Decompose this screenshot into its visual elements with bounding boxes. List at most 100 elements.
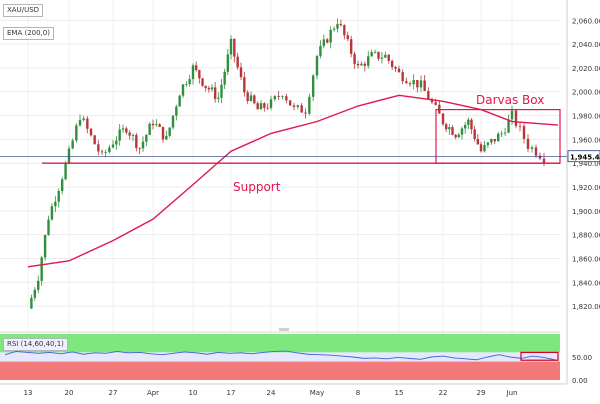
candle-bullish [210,87,214,90]
candle-bullish [148,123,151,135]
candle-bearish [89,128,93,136]
candle-bearish [288,100,292,106]
candle-bullish [360,63,363,66]
candle-bullish [296,105,300,108]
candle-bullish [43,234,47,258]
candle-bearish [239,67,243,78]
candle-bearish [128,132,131,136]
candle-bullish [249,95,253,102]
candle-bullish [384,54,387,58]
candle-bearish [405,81,408,84]
candle-bearish [304,112,307,114]
candle-bullish [82,118,85,121]
time-tick-label: 15 [395,389,404,397]
time-tick-label: May [310,389,324,397]
candle-bullish [64,162,67,180]
time-tick-label: 8 [356,389,360,397]
candle-bearish [135,135,138,148]
candle-bullish [530,147,534,149]
candle-bearish [339,23,343,26]
time-tick-label: 24 [267,389,276,397]
candle-bearish [100,151,104,153]
candle-bearish [401,72,404,82]
candle-bullish [145,134,148,142]
candle-bearish [377,51,380,59]
candle-bearish [454,134,457,138]
candle-bullish [373,51,377,53]
rsi-tick-label: 0.00 [572,377,588,385]
candle-bearish [423,80,426,91]
candle-bearish [416,79,419,88]
candle-bullish [171,115,175,128]
candle-bearish [158,124,161,127]
candle-bearish [300,105,303,113]
candle-bullish [181,84,185,96]
candle-bullish [467,119,470,125]
candle-bullish [54,201,57,207]
support-label: Support [233,180,281,194]
price-tick-label: 1,860.00 [572,255,600,263]
candles [30,18,546,310]
candle-bullish [226,54,230,72]
candle-bullish [165,135,168,140]
candle-bullish [315,56,319,76]
candle-bullish [33,289,37,298]
candle-bullish [259,103,263,110]
candle-bullish [507,119,510,133]
rsi-line [4,350,556,361]
candle-bearish [213,87,217,99]
candle-bearish [522,126,526,139]
candle-bearish [86,118,89,129]
candle-bullish [30,297,33,309]
last-price-tag [567,150,600,163]
candle-bullish [168,127,171,136]
candle-bearish [542,158,546,163]
annotation-layer: Darvas Box Support [42,93,561,194]
pane-resize-handle[interactable] [279,328,289,331]
candle-bearish [441,113,445,125]
candle-bullish [419,80,423,88]
candle-bearish [256,103,259,110]
last-price-label: 1,945.45 [570,154,600,162]
candle-bullish [131,135,135,136]
candle-bearish [346,35,349,40]
price-tick-label: 1,980.00 [572,113,600,121]
price-tick-label: 2,000.00 [572,89,600,97]
candle-bullish [104,152,107,153]
ema-indicator-badge[interactable]: EMA (200,0) [3,27,54,40]
candle-bearish [390,60,394,67]
candle-bullish [115,140,118,145]
candle-bullish [108,147,111,153]
candle-bullish [47,219,50,235]
candle-bullish [332,28,336,30]
candle-bearish [349,39,353,54]
symbol-badge[interactable]: XAU/USD [3,4,44,17]
price-tick-label: 1,840.00 [572,279,600,287]
candle-bullish [223,71,226,85]
rsi-overbought-zone [0,334,560,353]
time-tick-label: Apr [147,389,159,397]
candle-bullish [483,145,486,152]
candle-bullish [503,132,507,134]
darvas-box[interactable] [435,109,561,164]
candle-bearish [363,63,367,66]
rsi-zones [0,328,560,380]
candle-bearish [236,56,239,68]
candle-bearish [243,77,246,93]
candle-bearish [394,66,397,69]
price-tick-label: 1,900.00 [572,208,600,216]
candle-bullish [60,179,64,192]
time-tick-label: Jun [506,389,518,397]
candle-bearish [266,107,269,109]
candle-bullish [281,96,284,97]
candle-bearish [326,39,329,43]
rsi-layer [4,350,559,361]
time-tick-label: 20 [65,389,74,397]
candle-bullish [322,39,326,46]
rsi-indicator-badge[interactable]: RSI (14,60,40,1) [3,338,68,351]
candle-bearish [526,138,530,149]
rsi-highlight-box [520,351,559,361]
candle-bearish [408,83,412,85]
